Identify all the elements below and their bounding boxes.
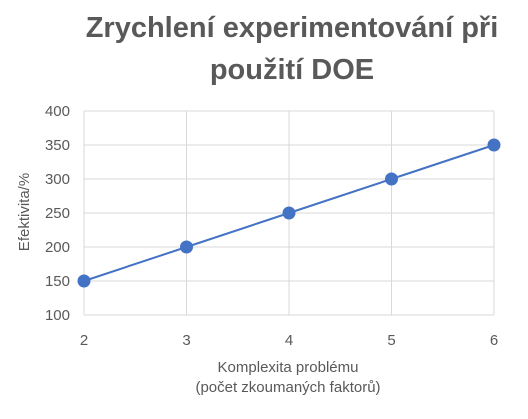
data-point xyxy=(385,172,398,186)
x-tick-label: 5 xyxy=(387,332,395,349)
chart-title-line-1: Zrychlení experimentování při xyxy=(86,12,499,44)
y-axis-ticks: 100 150 200 250 300 350 400 xyxy=(45,103,70,324)
y-tick-label: 300 xyxy=(45,171,70,188)
data-point xyxy=(77,274,91,288)
x-axis-title-line-2: (počet zkoumaných faktorů) xyxy=(195,379,380,396)
y-axis-title: Efektivita/% xyxy=(16,173,33,251)
x-tick-label: 2 xyxy=(80,332,88,349)
y-tick-label: 350 xyxy=(45,137,70,154)
chart-title-line-2: použití DOE xyxy=(210,54,374,86)
x-axis-ticks: 2 3 4 5 6 xyxy=(80,332,498,349)
y-tick-label: 200 xyxy=(45,239,70,256)
y-tick-label: 100 xyxy=(45,307,70,324)
y-tick-label: 250 xyxy=(45,205,70,222)
series xyxy=(77,138,501,288)
y-tick-label: 400 xyxy=(45,103,70,120)
data-point xyxy=(282,206,296,220)
data-point xyxy=(180,240,193,254)
x-axis-title-line-1: Komplexita problému xyxy=(218,359,359,376)
x-tick-label: 3 xyxy=(182,332,190,349)
x-tick-label: 4 xyxy=(285,332,293,349)
x-tick-label: 6 xyxy=(490,332,498,349)
data-point xyxy=(487,138,501,152)
y-tick-label: 150 xyxy=(45,273,70,290)
